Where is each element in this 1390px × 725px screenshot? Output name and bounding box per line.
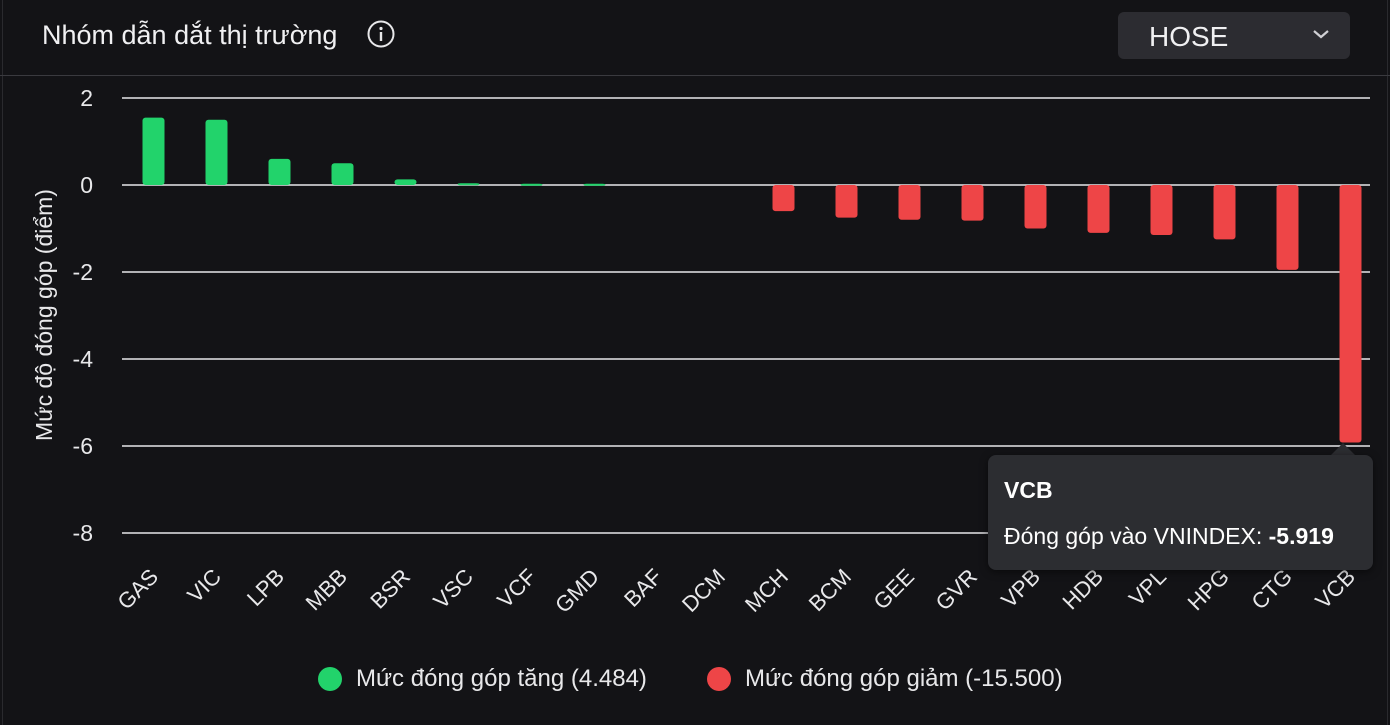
x-tick-label-vcb: VCB bbox=[1310, 564, 1360, 614]
y-axis-label: Mức độ đóng góp (điểm) bbox=[31, 189, 57, 441]
y-tick-label: -4 bbox=[73, 346, 94, 372]
x-tick-label-bcm: BCM bbox=[804, 564, 856, 616]
bar-gas[interactable] bbox=[142, 117, 165, 185]
x-tick-label-gee: GEE bbox=[868, 564, 919, 615]
x-tick-label-lpb: LPB bbox=[242, 564, 289, 611]
x-tick-label-vpb: VPB bbox=[996, 564, 1045, 613]
x-tick-label-baf: BAF bbox=[619, 564, 667, 612]
bar-ctg[interactable] bbox=[1276, 185, 1299, 270]
bar-lpb[interactable] bbox=[268, 158, 291, 185]
x-tick-label-gas: GAS bbox=[112, 564, 163, 615]
bar-vsc[interactable] bbox=[457, 183, 480, 186]
bar-mch[interactable] bbox=[772, 185, 795, 212]
bar-vpb[interactable] bbox=[1024, 185, 1047, 229]
x-tick-label-dcm: DCM bbox=[677, 564, 730, 617]
bar-vcf[interactable] bbox=[520, 183, 543, 186]
tooltip-value: -5.919 bbox=[1268, 523, 1334, 549]
tooltip-arrow bbox=[1331, 443, 1355, 455]
x-tick-label-gvr: GVR bbox=[931, 564, 982, 615]
x-tick-label-vic: VIC bbox=[182, 564, 226, 608]
y-tick-label: -8 bbox=[73, 520, 93, 546]
bar-vcb[interactable] bbox=[1339, 185, 1362, 443]
chevron-down-icon bbox=[1313, 30, 1329, 39]
right-border bbox=[1387, 0, 1388, 725]
x-tick-label-hdb: HDB bbox=[1058, 564, 1109, 615]
exchange-select-value: HOSE bbox=[1149, 21, 1229, 52]
contribution-bar-chart: 2 0 -2 -4 -6 -8 GAS VIC LPB MBB BSR VSC VCF GMD BAF DC… bbox=[31, 85, 1370, 618]
x-tick-label-vsc: VSC bbox=[428, 564, 478, 614]
bar-gmd[interactable] bbox=[583, 183, 606, 186]
legend-dot-decrease bbox=[707, 667, 731, 691]
legend: Mức đóng góp tăng (4.484) Mức đóng góp g… bbox=[0, 662, 1390, 696]
bar-vic[interactable] bbox=[205, 119, 228, 185]
x-tick-label-gmd: GMD bbox=[550, 564, 604, 618]
legend-label-increase: Mức đóng góp tăng (4.484) bbox=[356, 665, 647, 692]
y-tick-label: 2 bbox=[80, 85, 93, 111]
bar-mbb[interactable] bbox=[331, 163, 354, 185]
x-tick-label-vcf: VCF bbox=[492, 564, 541, 613]
exchange-select[interactable]: HOSE bbox=[1118, 12, 1350, 59]
bar-bcm[interactable] bbox=[835, 185, 858, 218]
bar-gvr[interactable] bbox=[961, 185, 984, 221]
x-tick-label-vpl: VPL bbox=[1124, 564, 1171, 611]
panel-title: Nhóm dẫn dắt thị trường bbox=[42, 20, 338, 50]
tooltip: VCB Đóng góp vào VNINDEX: -5.919 bbox=[988, 455, 1373, 570]
info-icon[interactable] bbox=[367, 20, 395, 48]
tooltip-label: Đóng góp vào VNINDEX: bbox=[1004, 523, 1269, 549]
y-tick-label: -2 bbox=[73, 259, 93, 285]
y-tick-label: -6 bbox=[73, 433, 93, 459]
y-tick-label: 0 bbox=[80, 172, 93, 198]
x-tick-label-hpg: HPG bbox=[1183, 564, 1234, 615]
bar-vpl[interactable] bbox=[1150, 185, 1173, 236]
legend-label-decrease: Mức đóng góp giảm (-15.500) bbox=[745, 665, 1063, 692]
x-tick-label-bsr: BSR bbox=[365, 564, 415, 614]
legend-item-increase[interactable]: Mức đóng góp tăng (4.484) bbox=[318, 662, 647, 696]
left-border bbox=[2, 0, 3, 725]
bar-gee[interactable] bbox=[898, 185, 921, 220]
x-tick-label-mch: MCH bbox=[740, 564, 793, 617]
tooltip-line: Đóng góp vào VNINDEX: -5.919 bbox=[1004, 523, 1334, 550]
x-tick-label-ctg: CTG bbox=[1247, 564, 1298, 615]
bar-hdb[interactable] bbox=[1087, 185, 1110, 233]
panel-header: Nhóm dẫn dắt thị trường HOSE bbox=[0, 0, 1390, 76]
bar-hpg[interactable] bbox=[1213, 185, 1236, 240]
bar-bsr[interactable] bbox=[394, 179, 417, 185]
tooltip-title: VCB bbox=[1004, 477, 1053, 503]
legend-dot-increase bbox=[318, 667, 342, 691]
legend-item-decrease[interactable]: Mức đóng góp giảm (-15.500) bbox=[707, 662, 1063, 696]
x-tick-label-mbb: MBB bbox=[301, 564, 352, 615]
